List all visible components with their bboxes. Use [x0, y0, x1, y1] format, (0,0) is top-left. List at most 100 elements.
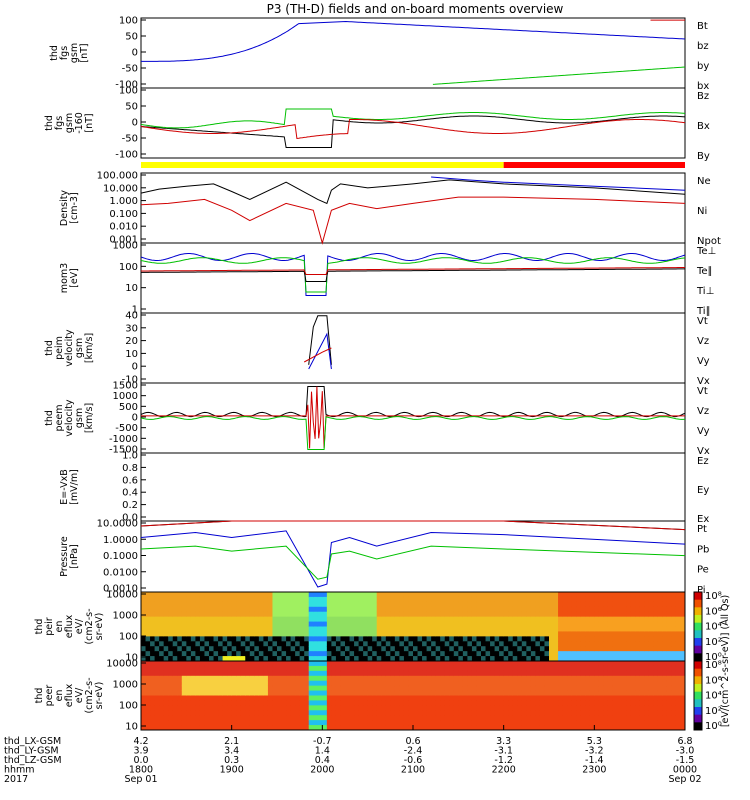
spectrogram-cell	[363, 680, 369, 687]
spectrogram-cell	[607, 626, 613, 632]
spectrogram-cell	[580, 592, 586, 598]
spectrogram-cell	[195, 700, 201, 706]
spectrogram-cell	[644, 646, 650, 652]
spectrogram-cell	[349, 715, 355, 721]
spectrogram-cell	[562, 596, 568, 603]
spectrogram-cell	[657, 631, 663, 637]
spectrogram-cell	[390, 646, 396, 652]
spectrogram-cell	[304, 641, 310, 647]
spectrogram-cell	[671, 641, 677, 647]
spectrogram-cell	[458, 606, 464, 613]
spectrogram-cell	[431, 651, 437, 657]
spectrogram-cell	[209, 675, 215, 682]
spectrogram-cell	[675, 626, 681, 632]
spectrogram-cell	[163, 675, 169, 682]
spectrogram-cell	[308, 606, 314, 613]
spectrogram-cell	[236, 725, 242, 731]
spectrogram-cell	[145, 720, 151, 726]
spectrogram-cell	[231, 651, 237, 657]
spectrogram-cell	[172, 641, 178, 647]
spectrogram-cell	[680, 616, 686, 623]
spectrogram-cell	[662, 720, 668, 726]
spectrogram-cell	[394, 685, 400, 692]
spectrogram-cell	[154, 665, 160, 672]
spectrogram-cell	[444, 680, 450, 687]
spectrogram-cell	[648, 616, 654, 623]
spectrogram-cell	[218, 700, 224, 706]
spectrogram-cell	[186, 636, 192, 642]
spectrogram-cell	[657, 705, 663, 711]
spectrogram-cell	[589, 592, 595, 598]
spectrogram-peir	[141, 592, 686, 662]
spectrogram-cell	[571, 705, 577, 711]
spectrogram-cell	[163, 700, 169, 706]
colorbar-swatch	[694, 722, 702, 731]
colorbar-swatch	[694, 653, 702, 662]
spectrogram-cell	[521, 715, 527, 721]
spectrogram-cell	[154, 596, 160, 603]
spectrogram-cell	[449, 626, 455, 632]
spectrogram-cell	[317, 621, 323, 627]
spectrogram-cell	[621, 611, 627, 618]
spectrogram-cell	[481, 606, 487, 613]
spectrogram-cell	[444, 661, 450, 667]
spectrogram-cell	[172, 601, 178, 608]
spectrogram-cell	[512, 606, 518, 613]
spectrogram-cell	[413, 661, 419, 667]
spectrogram-cell	[675, 690, 681, 696]
spectrogram-cell	[544, 700, 550, 706]
x-tick-label: -3.0	[676, 746, 695, 757]
spectrogram-cell	[598, 680, 604, 687]
spectrogram-cell	[666, 611, 672, 618]
spectrogram-cell	[272, 611, 278, 618]
spectrogram-cell	[635, 596, 641, 603]
spectrogram-cell	[553, 720, 559, 726]
spectrogram-cell	[589, 661, 595, 667]
spectrogram-cell	[349, 665, 355, 672]
spectrogram-cell	[209, 626, 215, 632]
spectrogram-cell	[299, 705, 305, 711]
spectrogram-cell	[635, 705, 641, 711]
spectrogram-cell	[499, 685, 505, 692]
spectrogram-cell	[295, 715, 301, 721]
spectrogram-cell	[666, 685, 672, 692]
spectrogram-cell	[558, 646, 564, 652]
spectrogram-cell	[263, 656, 269, 662]
spectrogram-cell	[598, 661, 604, 667]
spectrogram-cell	[141, 596, 147, 603]
spectrogram-cell	[154, 715, 160, 721]
spectrogram-cell	[399, 611, 405, 618]
spectrogram-cell	[585, 710, 591, 716]
spectrogram-cell	[594, 606, 600, 613]
spectrogram-cell	[326, 695, 332, 701]
spectrogram-cell	[331, 601, 337, 608]
spectrogram-cell	[503, 641, 509, 647]
spectrogram-cell	[159, 641, 165, 647]
spectrogram-cell	[594, 715, 600, 721]
spectrogram-cell	[331, 596, 337, 603]
spectrogram-cell	[653, 611, 659, 618]
spectrogram-cell	[299, 720, 305, 726]
spectrogram-cell	[236, 665, 242, 672]
spectrogram-cell	[444, 611, 450, 618]
spectrogram-cell	[408, 695, 414, 701]
spectrogram-cell	[485, 592, 491, 598]
spectrogram-cell	[367, 700, 373, 706]
spectrogram-cell	[530, 616, 536, 623]
spectrogram-cell	[245, 725, 251, 731]
spectrogram-cell	[408, 626, 414, 632]
spectrogram-cell	[258, 715, 264, 721]
spectrogram-cell	[567, 715, 573, 721]
spectrogram-cell	[503, 601, 509, 608]
spectrogram-cell	[553, 715, 559, 721]
spectrogram-cell	[218, 626, 224, 632]
spectrogram-cell	[526, 715, 532, 721]
spectrogram-cell	[403, 611, 409, 618]
spectrogram-cell	[322, 626, 328, 632]
spectrogram-cell	[340, 631, 346, 637]
spectrogram-cell	[553, 680, 559, 687]
spectrogram-cell	[145, 601, 151, 608]
spectrogram-cell	[675, 606, 681, 613]
spectrogram-cell	[231, 690, 237, 696]
spectrogram-cell	[331, 621, 337, 627]
